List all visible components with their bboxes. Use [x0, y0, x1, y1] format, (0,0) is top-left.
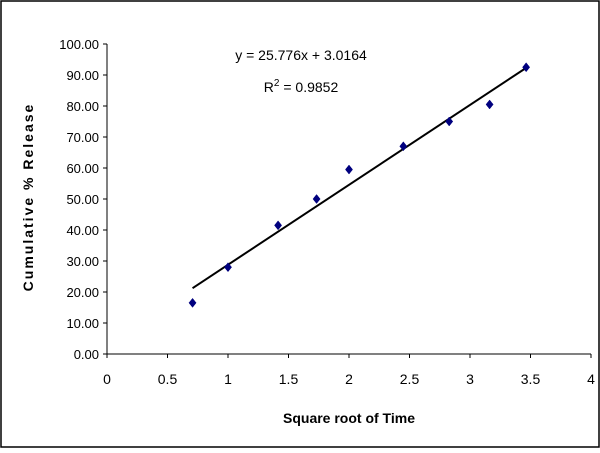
x-tick-label: 0 — [103, 371, 111, 387]
r-squared-value: = 0.9852 — [279, 79, 338, 95]
x-tick-label: 2.5 — [400, 371, 420, 387]
data-point-marker — [224, 262, 232, 273]
data-point-marker — [522, 62, 531, 73]
x-tick-label: 0.5 — [158, 371, 178, 387]
y-tick-label: 70.00 — [66, 130, 99, 145]
y-tick-label: 20.00 — [66, 285, 99, 300]
tick-labels: 0.00 10.00 20.00 30.00 40.00 50.00 60.00 70.00 8… — [59, 37, 595, 387]
x-tick-label: 1 — [224, 371, 232, 387]
y-tick-label: 80.00 — [66, 99, 99, 114]
x-tick-label: 3.5 — [521, 371, 541, 387]
data-point-marker — [312, 194, 321, 204]
x-tick-label: 4 — [587, 371, 595, 387]
y-tick-label: 0.00 — [74, 347, 99, 362]
axes — [103, 43, 592, 358]
data-point-marker — [445, 116, 454, 127]
y-tick-label: 30.00 — [66, 254, 99, 269]
data-point-marker — [399, 141, 408, 152]
x-tick-label: 3 — [466, 371, 474, 387]
r-squared-prefix: R — [264, 79, 274, 95]
r-squared-label: R2 = 0.9852 — [264, 78, 339, 95]
y-tick-label: 90.00 — [66, 68, 99, 83]
data-point-marker — [345, 164, 353, 175]
x-axis-title: Square root of Time — [283, 410, 415, 426]
trendline — [191, 67, 527, 289]
y-tick-label: 50.00 — [66, 192, 99, 207]
y-axis-title: Cumulative % Release — [20, 103, 36, 292]
data-point-marker — [188, 297, 197, 308]
y-tick-label: 100.00 — [59, 37, 99, 52]
x-tick-label: 2 — [345, 371, 353, 387]
data-point-marker — [274, 220, 283, 231]
trendline-group — [191, 67, 527, 289]
x-tick-label: 1.5 — [279, 371, 299, 387]
equation-label: y = 25.776x + 3.0164 — [235, 47, 367, 63]
r-squared-superscript: 2 — [274, 78, 280, 89]
data-points — [188, 62, 531, 308]
y-tick-label: 60.00 — [66, 161, 99, 176]
y-tick-label: 10.00 — [66, 316, 99, 331]
data-point-marker — [485, 99, 494, 110]
y-tick-label: 40.00 — [66, 223, 99, 238]
